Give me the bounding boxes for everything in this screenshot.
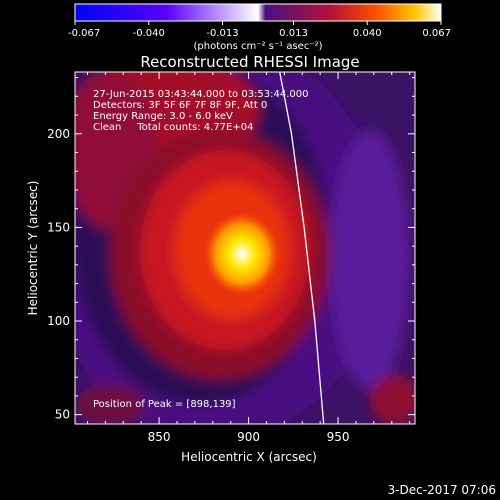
info-detectors: Detectors: 3F 5F 6F 7F 8F 9F, Att 0	[93, 100, 267, 111]
info-clean-counts: Clean Total counts: 4.77E+04	[93, 122, 253, 133]
y-axis-ticks: 50 100 150 200	[47, 77, 415, 422]
heatmap-image	[75, 72, 415, 424]
colorbar-tick-label: 0.013	[279, 28, 308, 39]
chart-title: Reconstructed RHESSI Image	[140, 53, 359, 71]
info-time-range: 27-Jun-2015 03:43:44.000 to 03:53:44.000	[93, 89, 309, 100]
y-tick-label: 200	[47, 127, 70, 141]
colorbar-tick-labels: -0.067 -0.040 -0.013 0.013 0.040 0.067	[68, 28, 451, 39]
emission-peak	[204, 212, 280, 296]
footer-date: 3-Dec-2017 07:06	[388, 483, 496, 497]
y-tick-label: 100	[47, 314, 70, 328]
x-tick-label: 900	[237, 430, 260, 444]
plot-frame	[74, 71, 416, 425]
bottom-right-blob	[370, 375, 415, 424]
colorbar-tick-label: -0.013	[206, 28, 238, 39]
observation-info: 27-Jun-2015 03:43:44.000 to 03:53:44.000…	[93, 89, 309, 133]
colorbar-gradient	[74, 3, 442, 22]
colorbar-tick-label: -0.067	[68, 28, 100, 39]
x-axis-ticks: 850 900 950	[87, 72, 411, 444]
colorbar-tick-label: 0.067	[422, 28, 451, 39]
x-tick-label: 950	[327, 430, 350, 444]
y-tick-label: 50	[55, 408, 70, 422]
peak-position-label: Position of Peak = [898,139]	[93, 399, 236, 410]
colorbar: -0.067 -0.040 -0.013 0.013 0.040 0.067 (photo…	[68, 3, 451, 52]
outer-ring	[330, 130, 410, 390]
x-tick-label: 850	[148, 430, 171, 444]
x-axis-label: Heliocentric X (arcsec)	[181, 450, 317, 464]
colorbar-ticks	[74, 21, 442, 25]
y-tick-label: 150	[47, 220, 70, 234]
colorbar-units: (photons cm⁻² s⁻¹ asec⁻²)	[193, 41, 322, 52]
colorbar-tick-label: -0.040	[133, 28, 165, 39]
colorbar-tick-label: 0.040	[353, 28, 382, 39]
solar-limb	[279, 72, 325, 424]
info-energy-range: Energy Range: 3.0 - 6.0 keV	[93, 111, 233, 122]
bottom-left-blob	[75, 385, 145, 424]
y-axis-label: Heliocentric Y (arcsec)	[26, 181, 40, 316]
